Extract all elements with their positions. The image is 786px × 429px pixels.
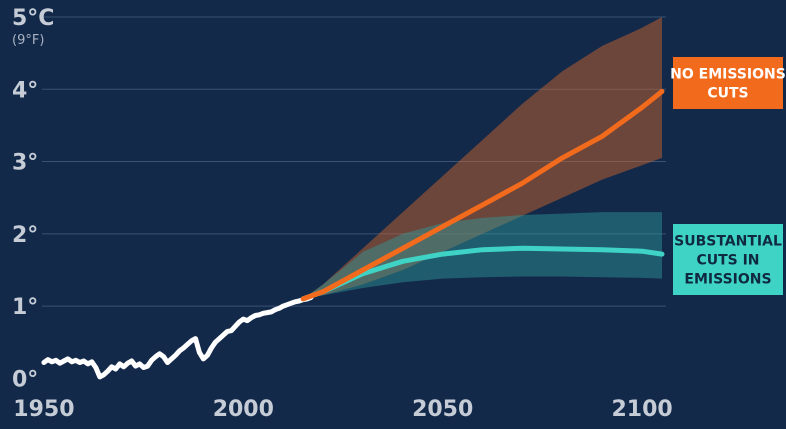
x-tick-label-2000: 2000 (213, 397, 274, 422)
y-axis-ticks: 0° 1° 2° 3° 4° 5°C (9°F) (12, 6, 54, 392)
no-cuts-series-line (300, 88, 665, 302)
cuts-range-band (303, 212, 662, 299)
no-cuts-label-box (673, 57, 783, 109)
x-tick-label-2050: 2050 (412, 397, 473, 422)
y-tick-label-4: 4° (12, 78, 38, 103)
y-tick-label-1: 1° (12, 295, 38, 320)
y-tick-label-3: 3° (12, 151, 38, 176)
gridlines (42, 16, 666, 307)
x-tick-label-2100: 2100 (611, 397, 672, 422)
y-tick-label-5: 5°C (12, 6, 54, 31)
y-tick-label-2: 2° (12, 223, 38, 248)
x-axis-ticks: 1950 2000 2050 2100 (13, 397, 672, 422)
no-cuts-range-band (303, 17, 662, 299)
y-tick-sublabel-5: (9°F) (12, 33, 44, 48)
cuts-label-line-1: SUBSTANTIAL (674, 234, 782, 250)
cuts-label-box (673, 224, 783, 295)
x-tick-label-1950: 1950 (13, 397, 74, 422)
cuts-label-line-2: CUTS IN (696, 253, 759, 269)
no-cuts-label-line-1: NO EMISSIONS (670, 67, 786, 83)
series-labels: NO EMISSIONS CUTS SUBSTANTIAL CUTS IN EMISSI… (670, 57, 786, 295)
no-cuts-label-line-2: CUTS (707, 86, 748, 102)
uncertainty-bands (303, 17, 662, 299)
historical-series-line (41, 294, 314, 380)
y-tick-label-0: 0° (12, 367, 38, 392)
series-lines (41, 88, 665, 380)
cuts-label-line-3: EMISSIONS (684, 272, 771, 288)
